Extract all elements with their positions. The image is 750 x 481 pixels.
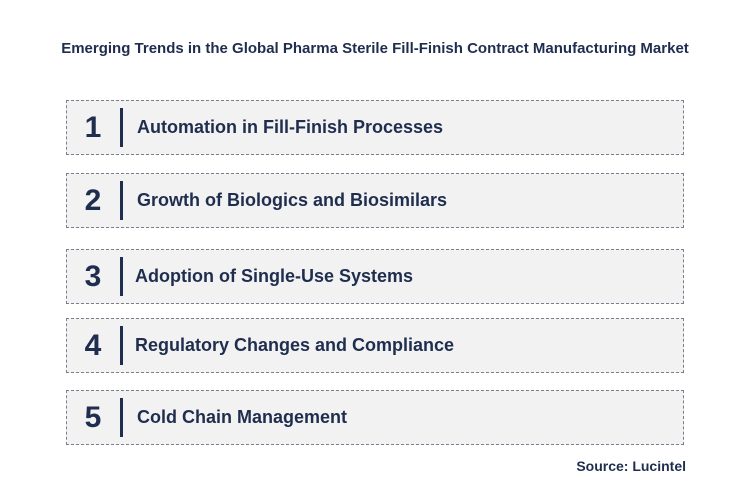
divider <box>120 257 123 296</box>
trend-number: 4 <box>84 328 102 362</box>
divider <box>120 108 123 147</box>
divider <box>120 181 123 220</box>
trend-item-2: 2 Growth of Biologics and Biosimilars <box>66 173 684 228</box>
trend-number: 5 <box>84 400 102 434</box>
trend-label: Cold Chain Management <box>137 407 348 427</box>
trend-label: Adoption of Single-Use Systems <box>135 266 414 286</box>
trend-label: Regulatory Changes and Compliance <box>135 335 455 355</box>
divider <box>120 326 123 365</box>
trend-label: Automation in Fill-Finish Processes <box>137 117 444 137</box>
trend-number: 2 <box>84 183 102 217</box>
trend-item-1: 1 Automation in Fill-Finish Processes <box>66 100 684 155</box>
divider <box>120 398 123 437</box>
trend-item-4: 4 Regulatory Changes and Compliance <box>66 318 684 373</box>
trend-label: Growth of Biologics and Biosimilars <box>137 190 448 210</box>
page-title: Emerging Trends in the Global Pharma Ste… <box>61 40 689 57</box>
trend-item-5: 5 Cold Chain Management <box>66 390 684 445</box>
trend-number: 3 <box>84 259 102 293</box>
trend-item-3: 3 Adoption of Single-Use Systems <box>66 249 684 304</box>
source-note: Source: Lucintel <box>576 458 686 474</box>
trend-number: 1 <box>84 110 102 144</box>
